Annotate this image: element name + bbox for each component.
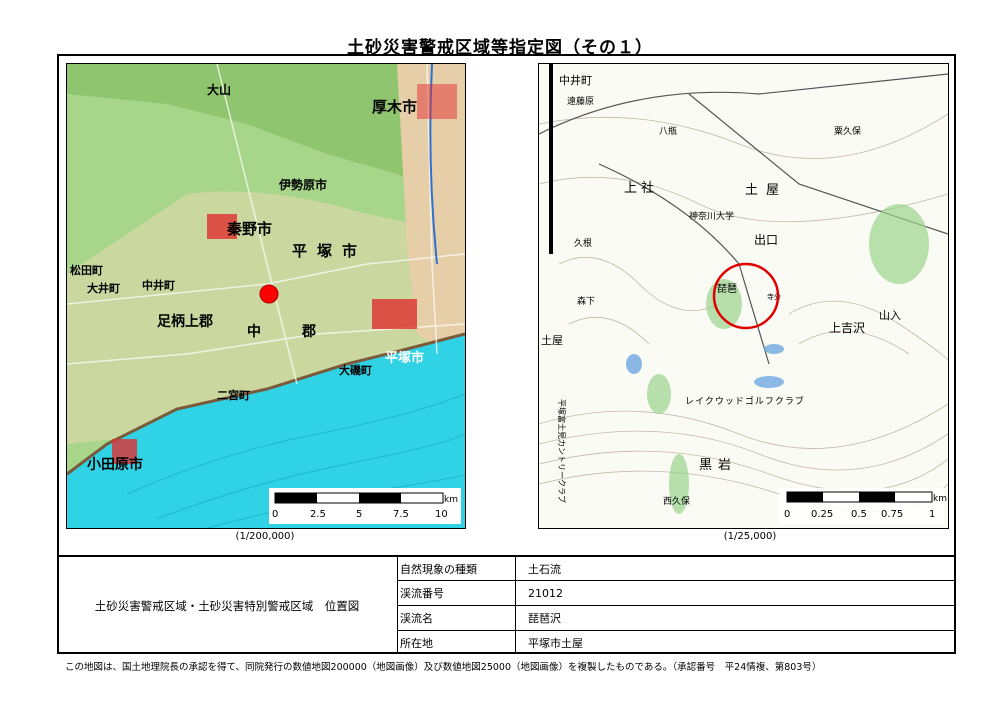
- map-label: 大山: [207, 82, 231, 97]
- row-label: 渓流名: [400, 612, 433, 625]
- map-label: レイクウッドゴルフクラブ: [685, 395, 805, 407]
- overview-map[interactable]: 大山 厚木市 伊勢原市 秦野市 平塚市 足柄上郡 中 郡 平塚市 大磯町 小田原…: [66, 63, 466, 529]
- map-label: 山入: [879, 309, 901, 322]
- map-label: 遠藤原: [567, 95, 594, 107]
- scale-tick: 0.5: [851, 509, 867, 520]
- scale-tick: 5: [356, 509, 362, 520]
- map-label: 上 社: [624, 180, 654, 196]
- table-caption: 土砂災害警戒区域・土砂災害特別警戒区域 位置図: [94, 598, 360, 613]
- map-label: 厚木市: [372, 98, 417, 116]
- row-value: 琵琶沢: [528, 612, 561, 625]
- map-label: 粟久保: [834, 125, 861, 137]
- map-label: 寺分: [767, 292, 781, 301]
- scale-tick: 1: [929, 509, 935, 520]
- map-label: 久根: [574, 237, 592, 249]
- document-frame: [57, 54, 956, 654]
- map-label: 足柄上郡: [157, 313, 213, 330]
- map-label: 平塚市: [385, 350, 424, 366]
- row-value: 平塚市土屋: [528, 636, 583, 650]
- scale-tick: 2.5: [310, 509, 326, 520]
- map-label: 中井町: [142, 278, 175, 292]
- scale-tick: 0.25: [811, 509, 833, 520]
- map-label: 二宮町: [217, 388, 250, 402]
- row-label: 所在地: [400, 636, 433, 650]
- row-value: 土石流: [528, 562, 561, 576]
- divider: [397, 630, 956, 631]
- map-label: 小田原市: [87, 456, 143, 473]
- map-label: 大井町: [87, 281, 120, 295]
- map-label: 八瓶: [659, 125, 677, 137]
- map-label: 出口: [754, 233, 778, 247]
- detail-map-image: 中井町 遠藤原 八瓶 土屋 粟久保 上 社 神奈川大学 出口 寺分 久根 琵琶 …: [539, 64, 948, 528]
- map-label: 中井町: [559, 73, 592, 87]
- map-label: 西久保: [663, 495, 690, 507]
- divider: [57, 555, 956, 557]
- map-label: 琵琶: [717, 283, 737, 295]
- detail-map[interactable]: 中井町 遠藤原 八瓶 土屋 粟久保 上 社 神奈川大学 出口 寺分 久根 琵琶 …: [538, 63, 949, 529]
- scale-tick: 0: [272, 509, 278, 520]
- map-label: 森下: [577, 295, 595, 307]
- map-label: 上吉沢: [829, 321, 865, 335]
- map-label: 土屋: [541, 334, 563, 347]
- scale-tick: 0: [784, 509, 790, 520]
- map-label: 黒岩: [699, 458, 737, 473]
- row-label: 渓流番号: [400, 587, 444, 600]
- detail-scale-label: (1/25,000): [723, 531, 777, 542]
- scale-tick: 0.75: [881, 509, 903, 520]
- target-area-circle[interactable]: [712, 262, 780, 330]
- divider: [397, 605, 956, 606]
- scale-unit: km: [933, 494, 947, 504]
- map-label: 大磯町: [339, 363, 372, 377]
- map-label: 伊勢原市: [278, 177, 327, 192]
- divider: [397, 580, 956, 581]
- map-label: 平塚富士見カントリークラブ: [557, 399, 567, 503]
- scale-tick: 10: [435, 509, 448, 520]
- map-label: 松田町: [70, 263, 103, 277]
- scale-bar: km 0 0.25 0.5 0.75 1: [779, 488, 947, 524]
- map-label: 中: [247, 323, 261, 340]
- scale-tick: 7.5: [393, 509, 409, 520]
- overview-map-image: 大山 厚木市 伊勢原市 秦野市 平塚市 足柄上郡 中 郡 平塚市 大磯町 小田原…: [67, 64, 465, 528]
- map-label: 秦野市: [226, 220, 272, 238]
- row-value: 21012: [528, 586, 563, 600]
- scale-unit: km: [444, 495, 458, 505]
- map-label: 神奈川大学: [689, 210, 734, 222]
- map-label: 土屋: [745, 183, 787, 198]
- site-marker[interactable]: [259, 284, 279, 304]
- overview-scale-label: (1/200,000): [235, 531, 295, 542]
- page-title: 土砂災害警戒区域等指定図（その１）: [347, 38, 653, 58]
- map-label: 平塚市: [292, 242, 367, 260]
- row-label: 自然現象の種類: [400, 562, 477, 576]
- scale-bar: km 0 2.5 5 7.5 10: [269, 488, 461, 524]
- map-label: 郡: [301, 324, 316, 340]
- copyright-notice: この地図は、国土地理院長の承認を得て、同院発行の数値地図200000（地図画像）…: [65, 662, 822, 673]
